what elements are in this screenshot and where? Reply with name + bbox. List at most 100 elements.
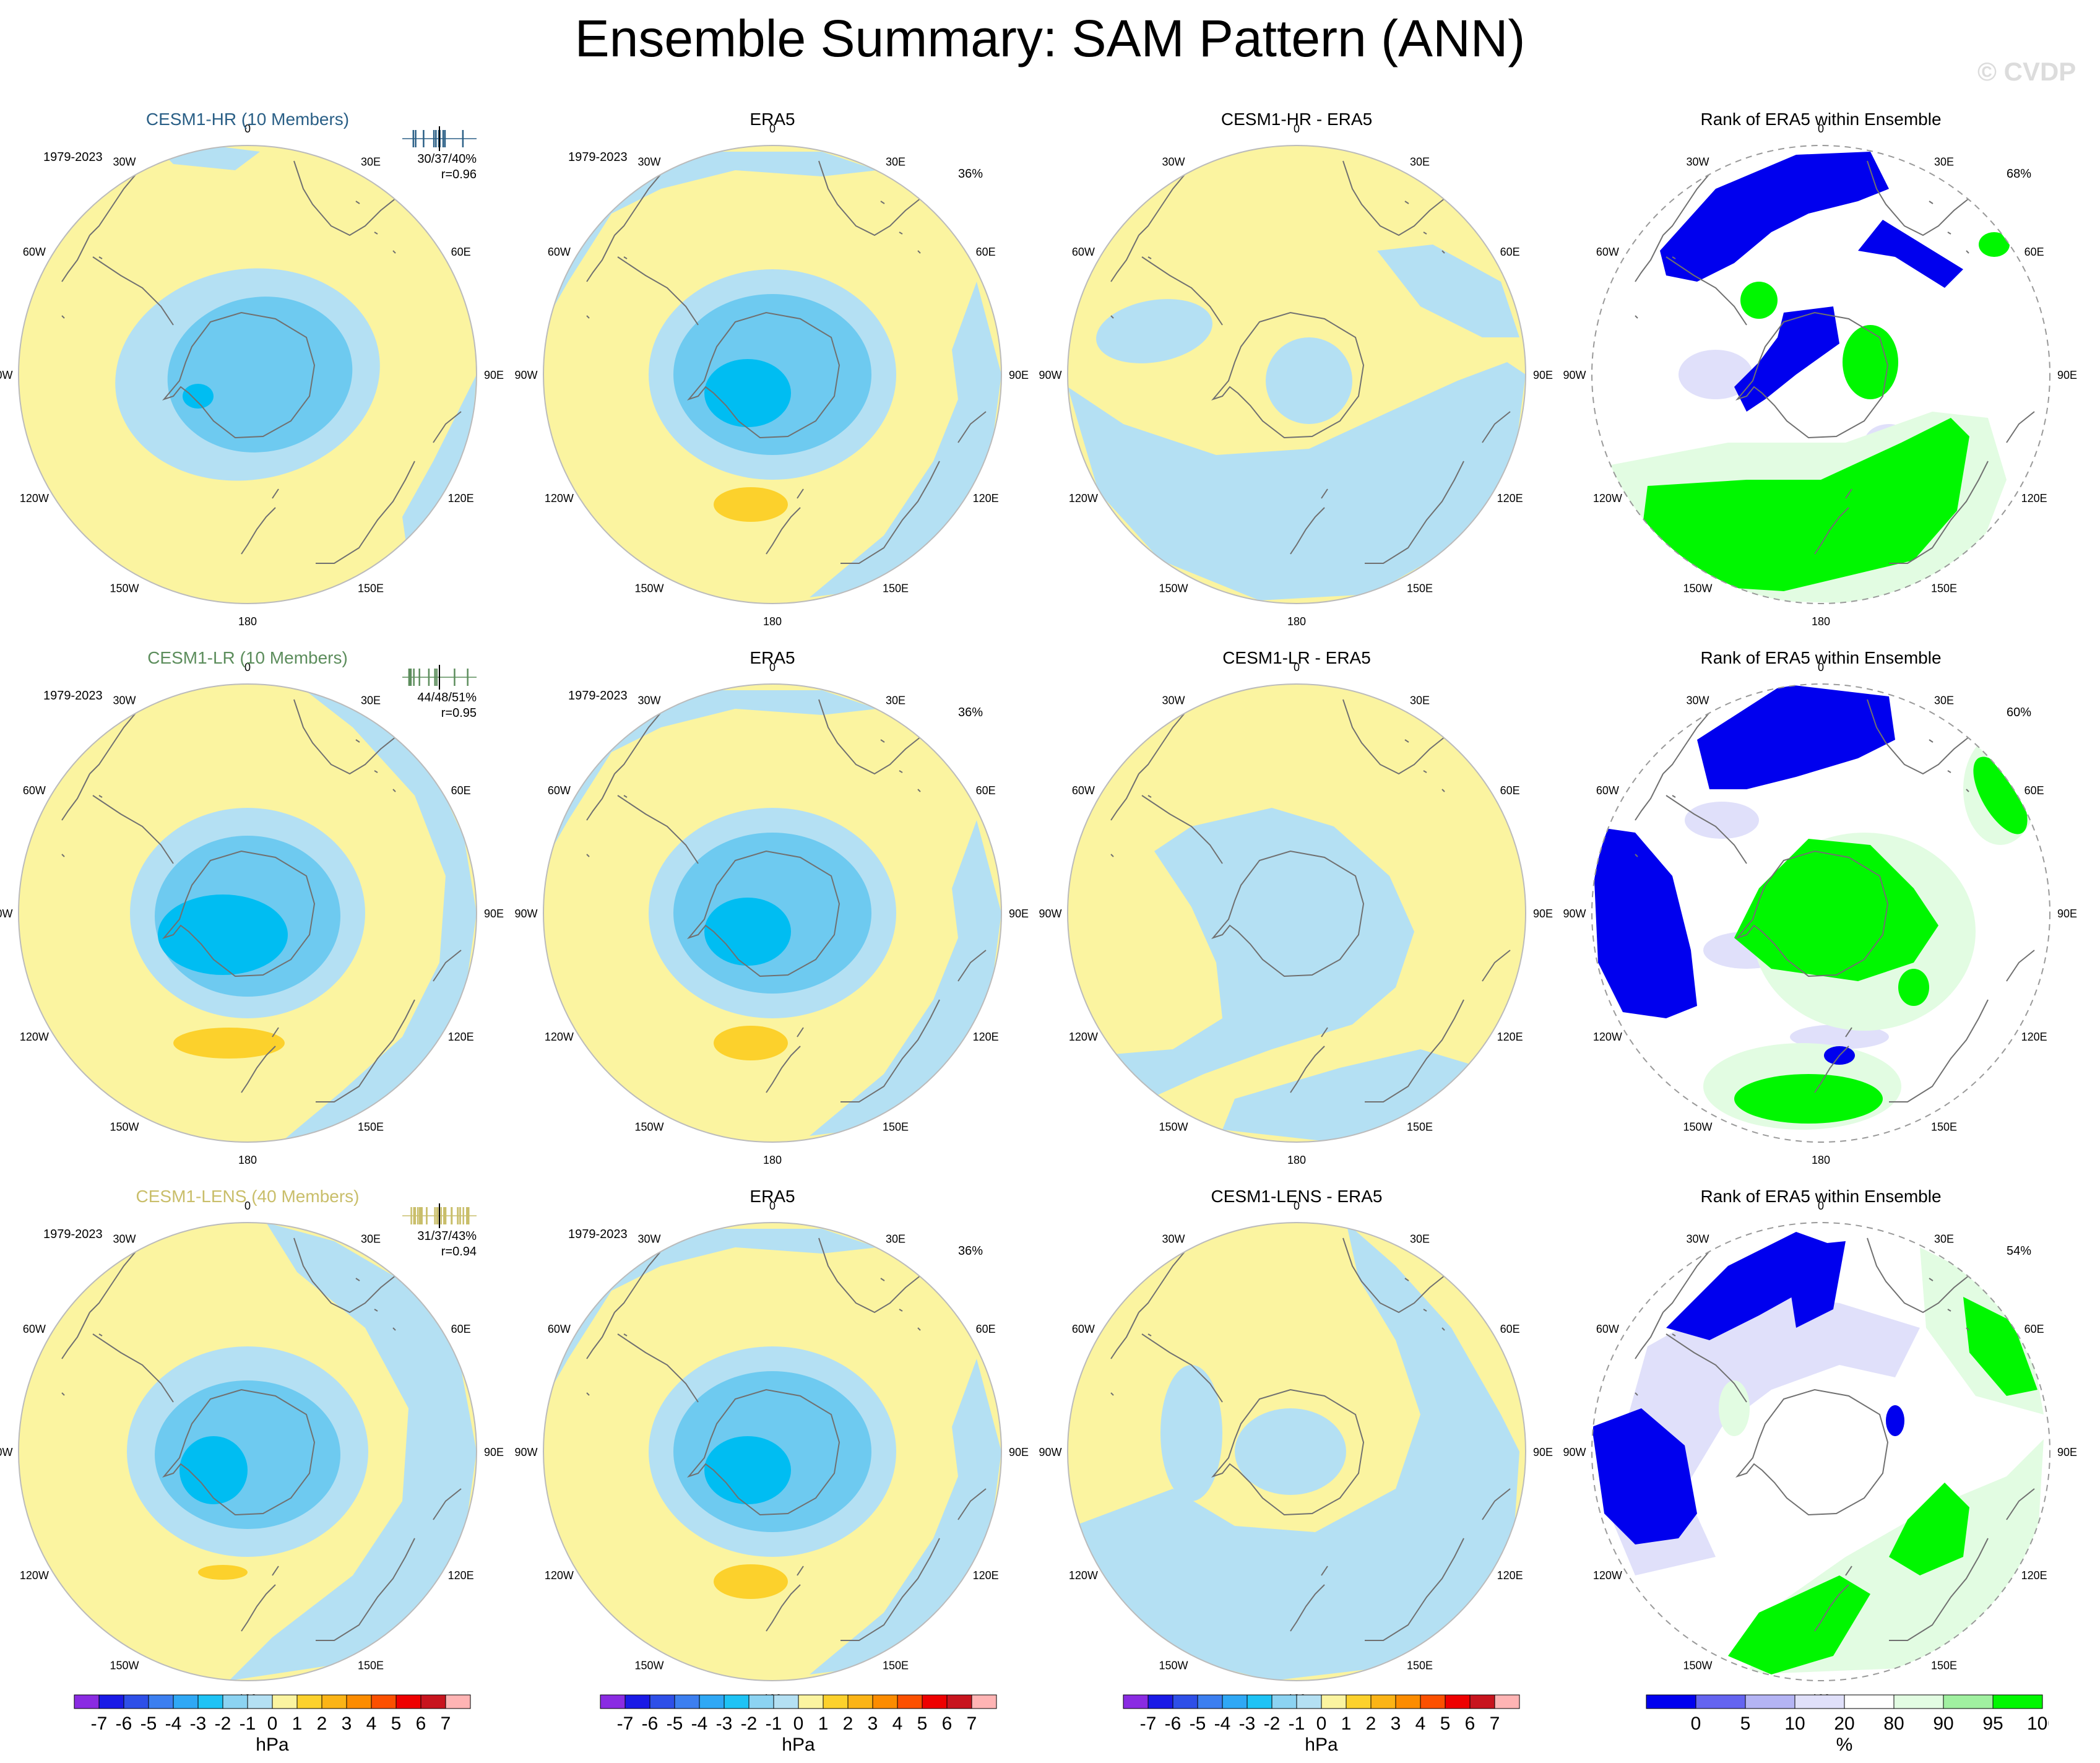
colorbar-tick-label: 6 bbox=[416, 1713, 426, 1734]
field-region-7 bbox=[1660, 152, 1889, 282]
lon-label-150W: 150W bbox=[634, 1121, 663, 1133]
colorbar-tick-label: 0 bbox=[267, 1713, 278, 1734]
lon-label-90E: 90E bbox=[1009, 369, 1029, 381]
colorbar-swatch bbox=[1321, 1694, 1347, 1709]
lon-label-150E: 150E bbox=[1931, 583, 1957, 595]
cvdp-watermark: © CVDP bbox=[1977, 57, 2076, 86]
colorbar-swatch bbox=[946, 1694, 972, 1709]
lon-label-120W: 120W bbox=[1069, 1569, 1098, 1582]
lon-label-120W: 120W bbox=[1069, 1031, 1098, 1043]
lon-label-30W: 30W bbox=[1162, 694, 1185, 706]
colorbar-tick-label: -7 bbox=[617, 1713, 634, 1734]
panel-title-rank: Rank of ERA5 within Ensemble bbox=[1700, 1187, 1941, 1206]
coast-samerica bbox=[1635, 708, 1747, 864]
coast-africa bbox=[818, 1237, 922, 1314]
colorbar-swatch bbox=[971, 1694, 997, 1709]
coast-samerica bbox=[586, 1247, 699, 1403]
panel-model-row2: 030E60E90E120E150E180150W120W90W60W30WCE… bbox=[0, 1187, 504, 1705]
colorbar-tick-label: 2 bbox=[1366, 1713, 1376, 1734]
lon-label-150E: 150E bbox=[883, 1660, 909, 1672]
colorbar-swatch bbox=[1469, 1694, 1495, 1709]
colorbar-tick-label: -3 bbox=[1239, 1713, 1256, 1734]
colorbar-tick-label: 2 bbox=[317, 1713, 327, 1734]
colorbar-swatch bbox=[1222, 1694, 1248, 1709]
lon-label-60W: 60W bbox=[1072, 784, 1095, 797]
lon-label-150W: 150W bbox=[110, 583, 139, 595]
coast-islands bbox=[1110, 1278, 1445, 1396]
lon-label-30E: 30E bbox=[361, 694, 381, 706]
colorbar-swatch bbox=[1646, 1694, 1696, 1709]
lon-label-120W: 120W bbox=[1593, 1569, 1622, 1582]
lon-label-90W: 90W bbox=[1563, 1446, 1586, 1458]
lon-label-90E: 90E bbox=[1009, 1446, 1029, 1458]
lon-label-60W: 60W bbox=[1596, 1323, 1619, 1335]
field-region-4 bbox=[704, 359, 791, 427]
colorbar-tick-label: 5 bbox=[1440, 1713, 1451, 1734]
colorbar-swatch bbox=[1992, 1694, 2043, 1709]
field-region-6 bbox=[1963, 1297, 2037, 1396]
colorbar-swatch bbox=[272, 1694, 298, 1709]
colorbar-swatch bbox=[222, 1694, 248, 1709]
coast-nz bbox=[1814, 1027, 1852, 1093]
colorbar-swatch bbox=[1370, 1694, 1396, 1709]
colorbar-swatch bbox=[773, 1694, 799, 1709]
colorbar-tick-label: -5 bbox=[1190, 1713, 1206, 1734]
coast-australia bbox=[316, 411, 462, 564]
lon-label-30W: 30W bbox=[1162, 155, 1185, 168]
colorbar-swatch bbox=[872, 1694, 898, 1709]
lon-label-0: 0 bbox=[244, 1200, 251, 1212]
lon-label-180: 180 bbox=[763, 1154, 782, 1166]
field-region-8 bbox=[1734, 306, 1839, 412]
field-region-7 bbox=[1734, 1074, 1883, 1124]
pattern-correlation: r=0.96 bbox=[441, 168, 477, 181]
lon-label-150W: 150W bbox=[110, 1121, 139, 1133]
map-border bbox=[543, 1222, 1002, 1681]
coast-samerica bbox=[1635, 170, 1747, 326]
colorbar-swatch bbox=[1745, 1694, 1795, 1709]
field-region-9 bbox=[1898, 969, 1929, 1006]
colorbar-tick-label: -2 bbox=[215, 1713, 231, 1734]
pattern-correlation: r=0.95 bbox=[441, 706, 477, 720]
colorbar-era5: -7 -6 -5 -4 -3 -2 -1 0 1 2 3 4 5 6 7 hPa bbox=[600, 1694, 997, 1755]
colorbar-tick-label: 7 bbox=[1490, 1713, 1500, 1734]
coast-africa bbox=[293, 160, 397, 236]
colorbar-swatch bbox=[724, 1694, 750, 1709]
map-border bbox=[1591, 683, 2050, 1143]
lon-label-150E: 150E bbox=[883, 1121, 909, 1133]
lon-label-120W: 120W bbox=[20, 1569, 49, 1582]
colorbar-tick-label: -5 bbox=[667, 1713, 683, 1734]
coast-australia bbox=[316, 1488, 462, 1641]
colorbar-tick-label: -1 bbox=[240, 1713, 256, 1734]
colorbar-swatch bbox=[1943, 1694, 1994, 1709]
colorbar-swatch bbox=[1296, 1694, 1322, 1709]
colorbar-tick-label: 7 bbox=[967, 1713, 977, 1734]
coast-antarctica bbox=[686, 1388, 840, 1516]
lon-label-90W: 90W bbox=[1039, 1446, 1061, 1458]
lon-label-120E: 120E bbox=[448, 1569, 474, 1582]
colorbar-swatch bbox=[173, 1694, 199, 1709]
field-region-1 bbox=[285, 684, 477, 1139]
colorbar-swatch bbox=[1494, 1694, 1520, 1709]
lon-label-150W: 150W bbox=[1159, 1660, 1188, 1672]
lon-label-30E: 30E bbox=[886, 1232, 905, 1245]
lon-label-90W: 90W bbox=[514, 1446, 537, 1458]
lon-label-0: 0 bbox=[1818, 1200, 1824, 1212]
colorbar-swatch bbox=[1395, 1694, 1421, 1709]
lon-label-120W: 120W bbox=[1593, 1031, 1622, 1043]
lon-label-90E: 90E bbox=[2057, 1446, 2077, 1458]
lon-label-180: 180 bbox=[238, 615, 257, 628]
lon-label-120W: 120W bbox=[20, 492, 49, 505]
field-region-0 bbox=[1068, 362, 1526, 600]
period-label: 1979-2023 bbox=[568, 689, 628, 703]
lon-label-90E: 90E bbox=[1533, 1446, 1553, 1458]
coast-antarctica bbox=[1735, 1388, 1889, 1516]
lon-label-90E: 90E bbox=[484, 369, 504, 381]
field-region-6 bbox=[1979, 232, 2010, 257]
coast-nz bbox=[1290, 1027, 1328, 1093]
coastlines bbox=[586, 699, 987, 1102]
field-region-5 bbox=[1889, 1483, 1969, 1575]
colorbar-tick-label: 1 bbox=[292, 1713, 303, 1734]
coastlines bbox=[586, 1237, 987, 1641]
field-region-2 bbox=[402, 375, 477, 560]
lon-label-120E: 120E bbox=[973, 1031, 999, 1043]
